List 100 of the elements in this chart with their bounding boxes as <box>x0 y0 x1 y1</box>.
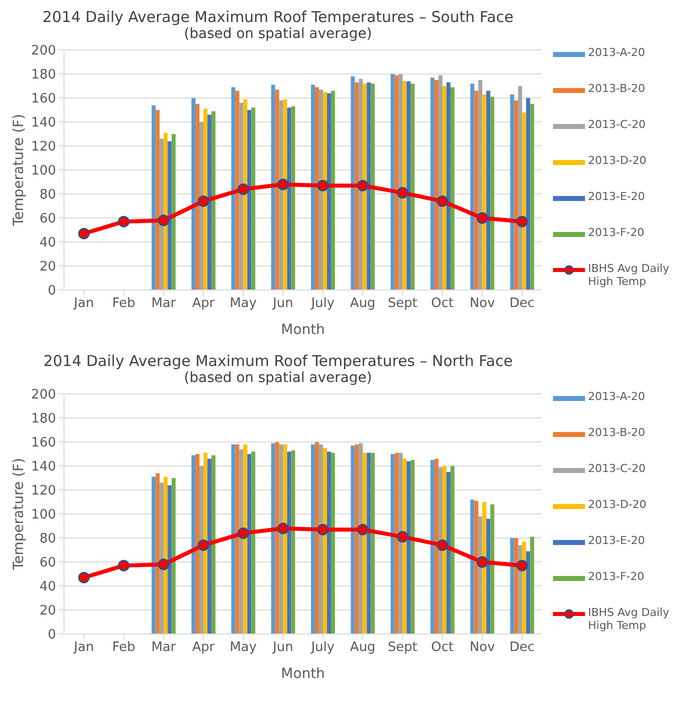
point <box>476 556 488 568</box>
bar <box>398 74 403 290</box>
bar <box>354 444 359 634</box>
y-tick-label: 160 <box>31 436 56 451</box>
bar <box>446 82 450 290</box>
bar <box>168 141 172 290</box>
bar <box>271 443 276 634</box>
bar <box>406 81 411 290</box>
legend-label: IBHS Avg Daily High Temp <box>588 606 670 632</box>
bar <box>279 100 284 290</box>
bar <box>478 80 482 290</box>
bar <box>490 504 494 634</box>
y-axis-title: Temperature (F) <box>10 114 27 228</box>
y-tick-label: 140 <box>31 460 56 475</box>
y-tick-label: 160 <box>31 92 56 107</box>
bar <box>470 84 474 290</box>
point <box>238 527 249 539</box>
bar <box>398 452 403 634</box>
bar <box>330 452 335 634</box>
bar <box>406 461 411 634</box>
bar <box>478 516 482 634</box>
bar <box>390 454 395 634</box>
bar <box>366 82 371 290</box>
x-tick-label: Oct <box>431 296 454 312</box>
bar <box>514 538 518 634</box>
bar <box>251 452 256 634</box>
y-tick-label: 180 <box>31 412 56 427</box>
x-tick-label: Feb <box>112 640 136 656</box>
bar <box>247 110 252 290</box>
x-tick-label: Feb <box>112 296 136 312</box>
x-tick-label: Dec <box>510 640 535 656</box>
point <box>436 195 448 207</box>
x-tick-label: Jun <box>272 296 294 312</box>
bar <box>370 452 375 634</box>
bar <box>191 455 196 634</box>
y-tick-label: 180 <box>31 68 56 83</box>
y-tick-label: 80 <box>39 532 56 547</box>
legend-label: 2013-A-20 <box>588 390 646 403</box>
bar <box>530 536 534 634</box>
y-tick-label: 100 <box>31 164 56 179</box>
y-tick-label: 40 <box>39 580 56 595</box>
bar <box>510 538 514 634</box>
point <box>198 195 210 207</box>
bar <box>291 450 296 634</box>
point <box>118 560 130 572</box>
bar <box>310 84 315 290</box>
bar <box>370 84 375 290</box>
x-tick-label: Apr <box>192 296 216 312</box>
bar <box>438 467 442 634</box>
bar <box>152 476 156 634</box>
x-tick-label: July <box>310 296 335 312</box>
legend-label: 2013-C-20 <box>588 462 647 475</box>
point <box>198 539 210 551</box>
bar <box>326 452 331 634</box>
legend-label: 2013-B-20 <box>588 426 646 439</box>
x-tick-label: May <box>230 296 257 312</box>
bar <box>291 106 296 290</box>
y-tick-label: 120 <box>31 140 56 155</box>
point <box>317 180 329 192</box>
bar <box>446 472 450 634</box>
bar <box>358 443 363 634</box>
bar <box>390 74 395 290</box>
bar <box>195 104 200 290</box>
bar <box>156 473 160 634</box>
x-tick-label: Dec <box>510 296 535 312</box>
x-tick-label: Sept <box>388 640 418 656</box>
bar <box>172 478 176 634</box>
x-tick-label: Aug <box>350 296 376 312</box>
legend-label: 2013-F-20 <box>588 570 646 583</box>
point <box>238 183 249 195</box>
point <box>158 214 170 226</box>
point <box>118 216 130 228</box>
y-tick-label: 140 <box>31 116 56 131</box>
bar <box>350 446 355 634</box>
bar <box>410 84 415 290</box>
bar <box>522 112 526 290</box>
x-axis-title: Month <box>281 322 325 338</box>
legend-label: IBHS Avg Daily High Temp <box>588 262 670 288</box>
point <box>277 178 289 190</box>
point <box>357 524 368 536</box>
bar <box>482 502 486 634</box>
x-tick-label: May <box>230 640 257 656</box>
point <box>396 531 408 543</box>
bar <box>442 86 446 290</box>
y-tick-label: 100 <box>31 508 56 523</box>
bar <box>160 482 164 634</box>
bar <box>470 500 474 634</box>
y-axis-title: Temperature (F) <box>10 458 27 572</box>
x-tick-label: Jan <box>72 296 94 312</box>
x-tick-label: Nov <box>470 640 496 656</box>
bar <box>490 96 494 290</box>
bar <box>207 458 212 634</box>
bar <box>482 94 486 290</box>
x-tick-label: Sept <box>388 296 418 312</box>
bar <box>199 466 204 634</box>
bar <box>235 444 240 634</box>
bar <box>474 500 478 634</box>
bar <box>402 458 407 634</box>
bar <box>211 455 216 634</box>
x-tick-label: Jun <box>272 640 294 656</box>
